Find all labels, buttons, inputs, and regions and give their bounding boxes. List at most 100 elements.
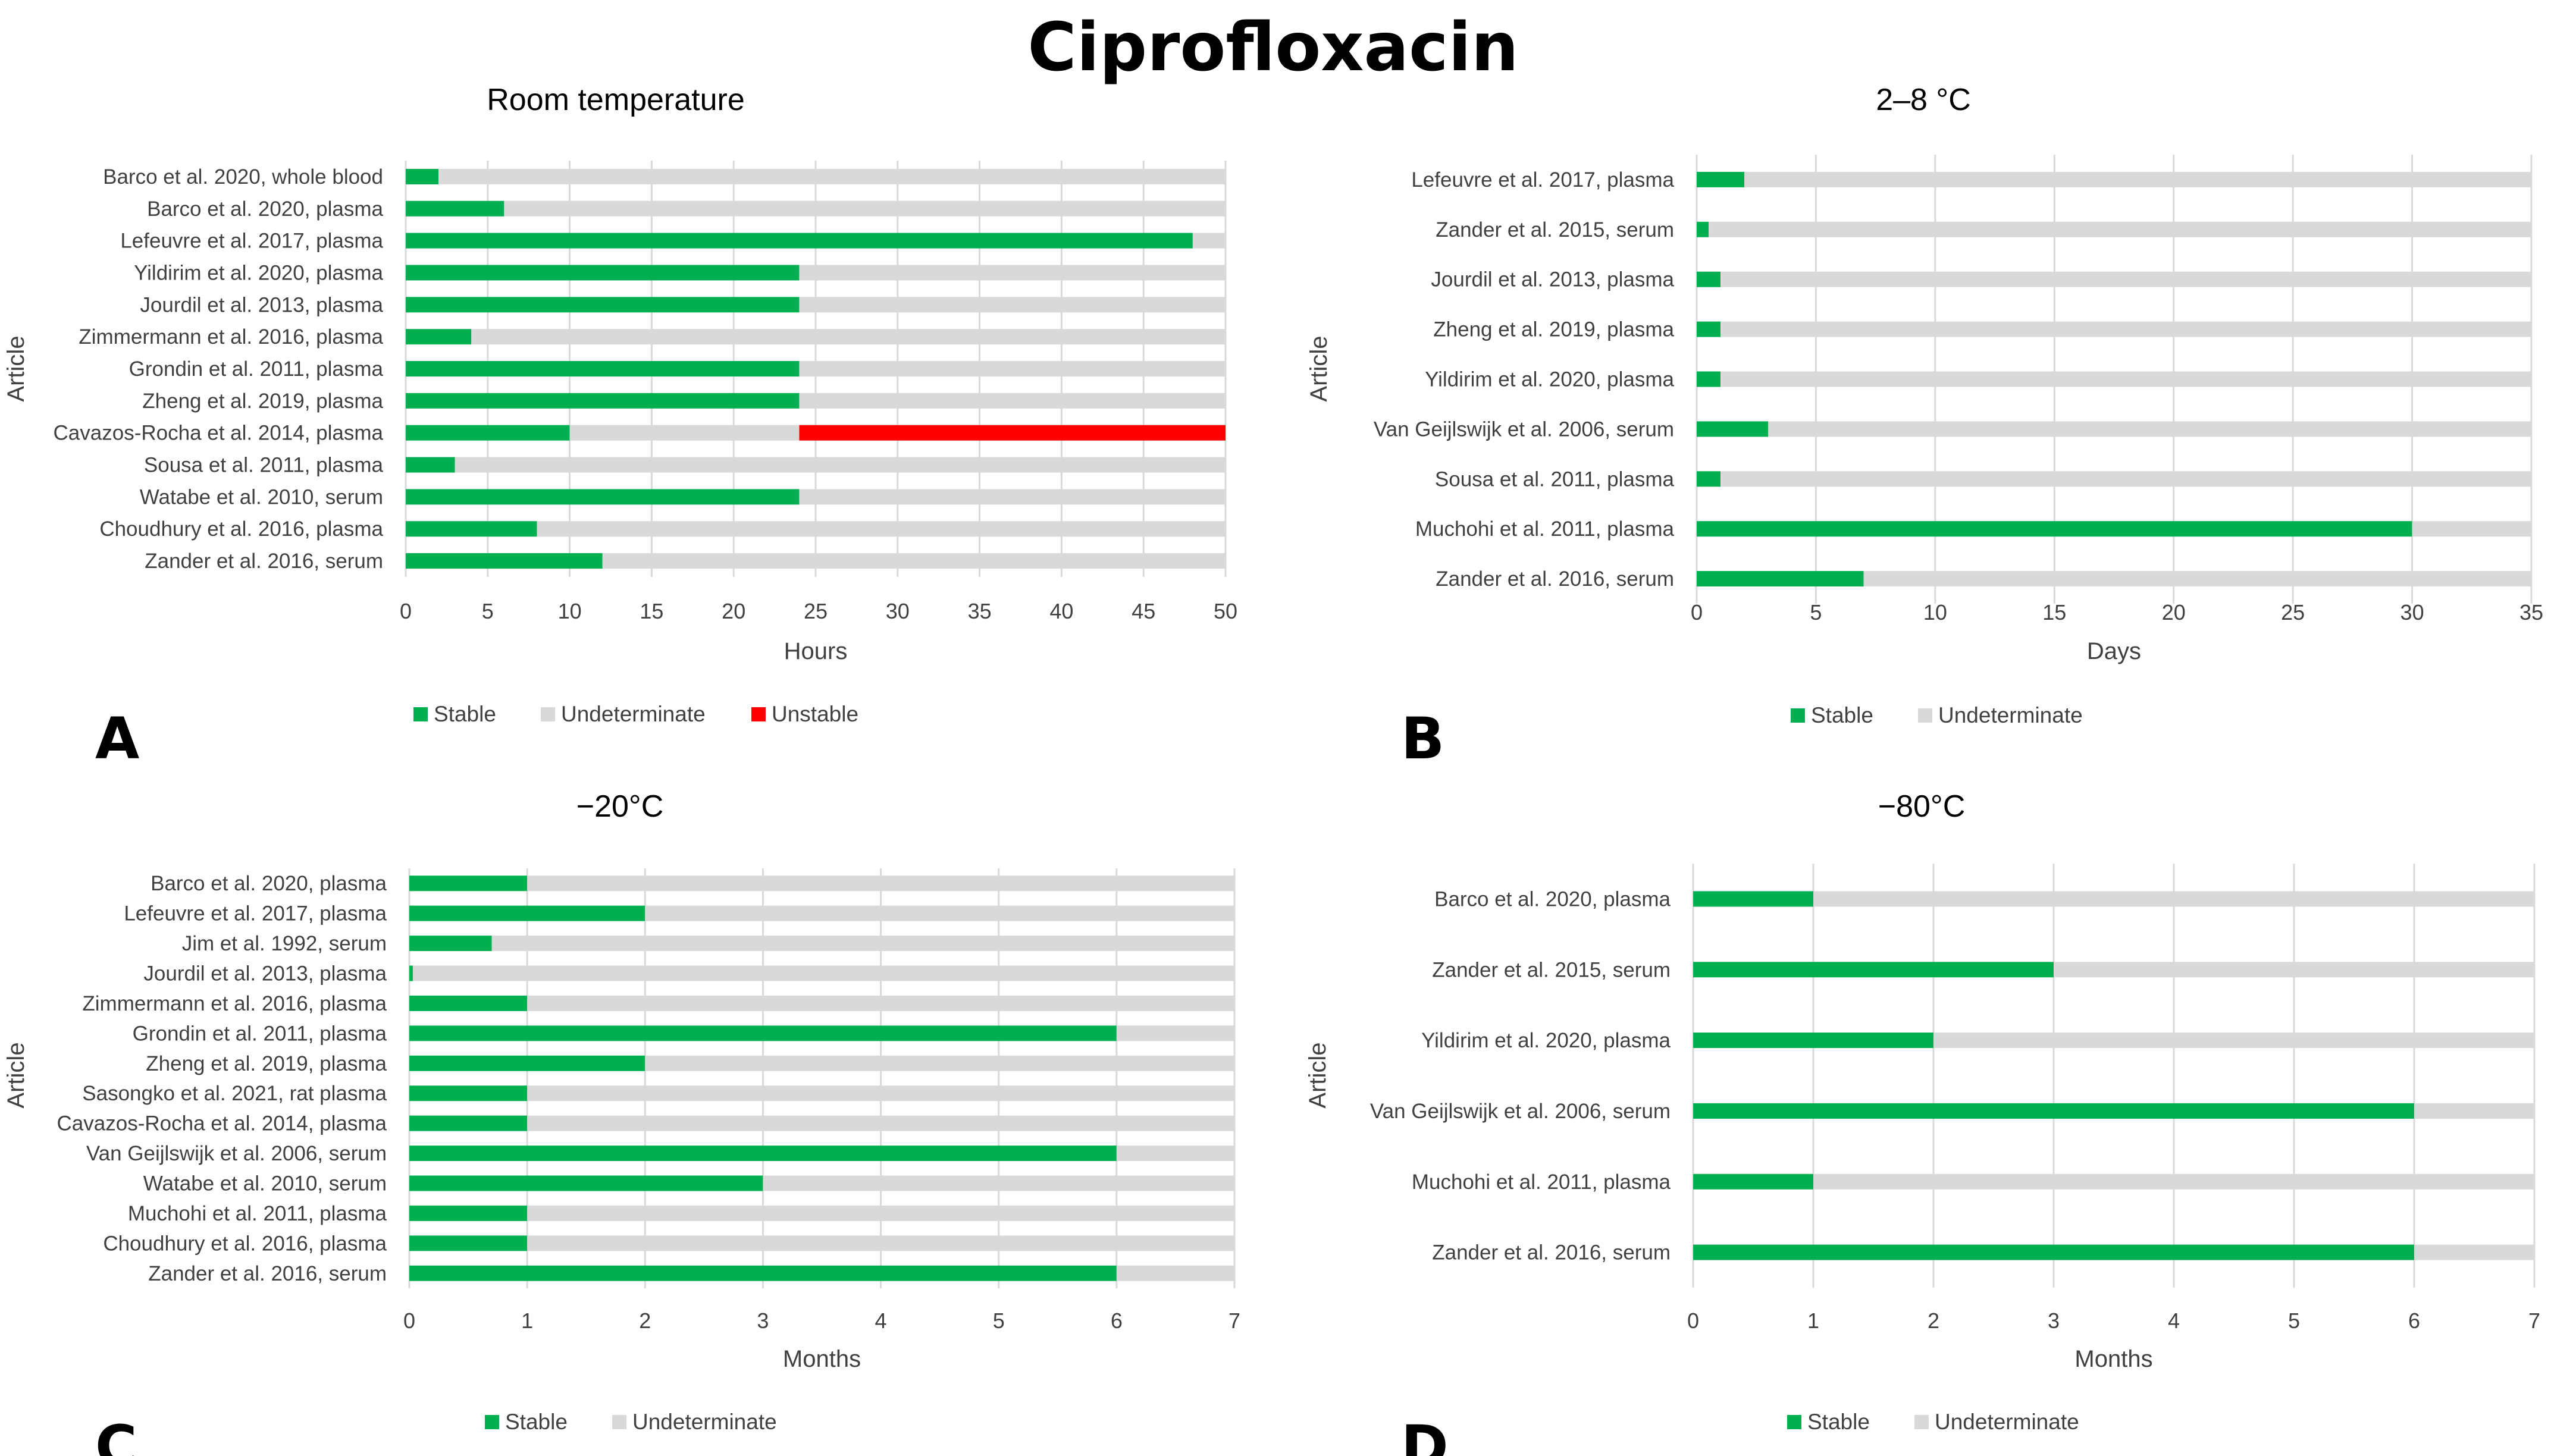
panel-title: −80°C	[1878, 789, 1966, 824]
legend-swatch-stable	[1787, 1415, 1801, 1429]
y-axis-label: Article	[1306, 335, 1332, 401]
bar-stable	[1693, 1103, 2414, 1119]
bar-unstable	[799, 425, 1226, 441]
legend-swatch-stable	[485, 1415, 499, 1429]
bar-undeterminate	[471, 329, 1226, 345]
category-label: Watabe et al. 2010, serum	[143, 1172, 387, 1195]
bar-undeterminate	[527, 876, 1235, 892]
x-tick-label: 20	[722, 599, 745, 623]
category-label: Lefeuvre et al. 2017, plasma	[1411, 168, 1674, 192]
bar-stable	[1693, 962, 2054, 978]
x-tick-label: 30	[2400, 600, 2424, 625]
x-tick-label: 40	[1049, 599, 1073, 623]
bar-stable	[409, 1025, 1117, 1041]
category-label: Yildirim et al. 2020, plasma	[1425, 368, 1674, 391]
x-tick-label: 3	[2048, 1308, 2060, 1333]
bar-undeterminate	[1116, 1025, 1234, 1041]
y-axis-label: Article	[3, 1042, 29, 1108]
category-label: Zheng et al. 2019, plasma	[1433, 318, 1674, 341]
category-label: Cavazos-Rocha et al. 2014, plasma	[54, 422, 384, 445]
legend-swatch-undeterminate	[1914, 1415, 1929, 1429]
bar-undeterminate	[1813, 1173, 2534, 1190]
bar-undeterminate	[1720, 371, 2531, 387]
category-label: Zheng et al. 2019, plasma	[142, 390, 383, 413]
x-tick-label: 5	[993, 1308, 1005, 1333]
bar-undeterminate	[763, 1175, 1234, 1191]
legend-label: Stable	[505, 1410, 568, 1434]
x-tick-label: 25	[804, 599, 828, 623]
x-tick-label: 4	[2168, 1308, 2180, 1333]
legend-label: Unstable	[772, 702, 858, 726]
panel-title: Room temperature	[487, 83, 745, 117]
bar-undeterminate	[527, 1205, 1235, 1221]
bar-undeterminate	[1720, 321, 2531, 337]
panel-title: −20°C	[576, 789, 664, 824]
category-label: Watabe et al. 2010, serum	[140, 485, 383, 509]
category-label: Grondin et al. 2011, plasma	[133, 1022, 387, 1045]
category-label: Jim et al. 1992, serum	[182, 932, 387, 955]
category-label: Sousa et al. 2011, plasma	[1435, 467, 1675, 491]
bar-undeterminate	[527, 1085, 1235, 1102]
bar-stable	[406, 489, 800, 505]
legend-label: Undeterminate	[632, 1410, 777, 1434]
x-tick-label: 2	[639, 1308, 651, 1333]
category-label: Cavazos-Rocha et al. 2014, plasma	[57, 1112, 387, 1135]
bar-stable	[406, 457, 455, 473]
category-label: Van Geijlswijk et al. 2006, serum	[1370, 1100, 1671, 1123]
legend-swatch-stable	[413, 707, 428, 721]
bar-stable	[409, 905, 645, 921]
x-tick-label: 35	[968, 599, 992, 623]
bar-undeterminate	[1116, 1146, 1234, 1162]
panel-c: −20°C Barco et al. 2020, plasma Lefeuvre e…	[3, 789, 1240, 1456]
x-tick-label: 7	[1229, 1308, 1240, 1333]
category-label: Van Geijlswijk et al. 2006, serum	[86, 1142, 387, 1165]
y-axis-label: Article	[1305, 1042, 1331, 1108]
x-tick-label: 35	[2519, 600, 2543, 625]
bar-stable	[406, 329, 472, 345]
category-label: Choudhury et al. 2016, plasma	[103, 1232, 387, 1255]
bar-undeterminate	[2414, 1103, 2534, 1119]
legend-swatch-undeterminate	[1918, 708, 1932, 723]
category-label: Zander et al. 2015, serum	[1436, 218, 1674, 241]
bar-undeterminate	[1933, 1033, 2534, 1049]
panel-letter: B	[1401, 705, 1444, 772]
category-label: Sasongko et al. 2021, rat plasma	[82, 1082, 387, 1105]
bar-stable	[409, 876, 528, 892]
bar-stable	[409, 1055, 645, 1071]
bar-stable	[409, 936, 492, 952]
x-tick-label: 0	[403, 1308, 415, 1333]
bar-undeterminate	[799, 361, 1226, 376]
category-label: Barco et al. 2020, plasma	[151, 872, 387, 895]
bar-undeterminate	[1863, 571, 2531, 587]
bar-stable	[406, 521, 537, 537]
bar-stable	[406, 233, 1193, 249]
panel-letter: C	[95, 1413, 137, 1456]
bar-stable	[409, 1146, 1117, 1162]
bar-stable	[1693, 1244, 2414, 1260]
category-label: Muchohi et al. 2011, plasma	[1415, 517, 1675, 541]
legend-label: Undeterminate	[561, 702, 706, 726]
bar-undeterminate	[2412, 521, 2531, 537]
category-label: Jourdil et al. 2013, plasma	[1431, 268, 1674, 291]
legend-swatch-stable	[1791, 708, 1805, 723]
panel-letter: D	[1401, 1413, 1449, 1456]
legend-swatch-unstable	[751, 707, 766, 721]
bar-undeterminate	[1813, 891, 2534, 907]
x-tick-label: 20	[2162, 600, 2186, 625]
panel-title: 2–8 °C	[1876, 83, 1971, 117]
bar-stable	[406, 425, 570, 441]
x-tick-label: 5	[482, 599, 494, 623]
bar-stable	[1697, 521, 2412, 537]
bar-undeterminate	[527, 995, 1235, 1011]
category-label: Zimmermann et al. 2016, plasma	[82, 992, 387, 1015]
panel-a: Room temperature Barco et al. 2020, whole…	[3, 83, 1237, 772]
category-label: Zander et al. 2015, serum	[1432, 958, 1671, 981]
bar-undeterminate	[1720, 271, 2531, 287]
bar-stable	[406, 168, 439, 184]
bar-stable	[409, 1265, 1117, 1281]
x-tick-label: 30	[886, 599, 910, 623]
bar-stable	[1693, 1173, 1813, 1190]
bar-stable	[1697, 371, 1721, 387]
x-tick-label: 2	[1928, 1308, 1939, 1333]
x-tick-label: 3	[757, 1308, 769, 1333]
